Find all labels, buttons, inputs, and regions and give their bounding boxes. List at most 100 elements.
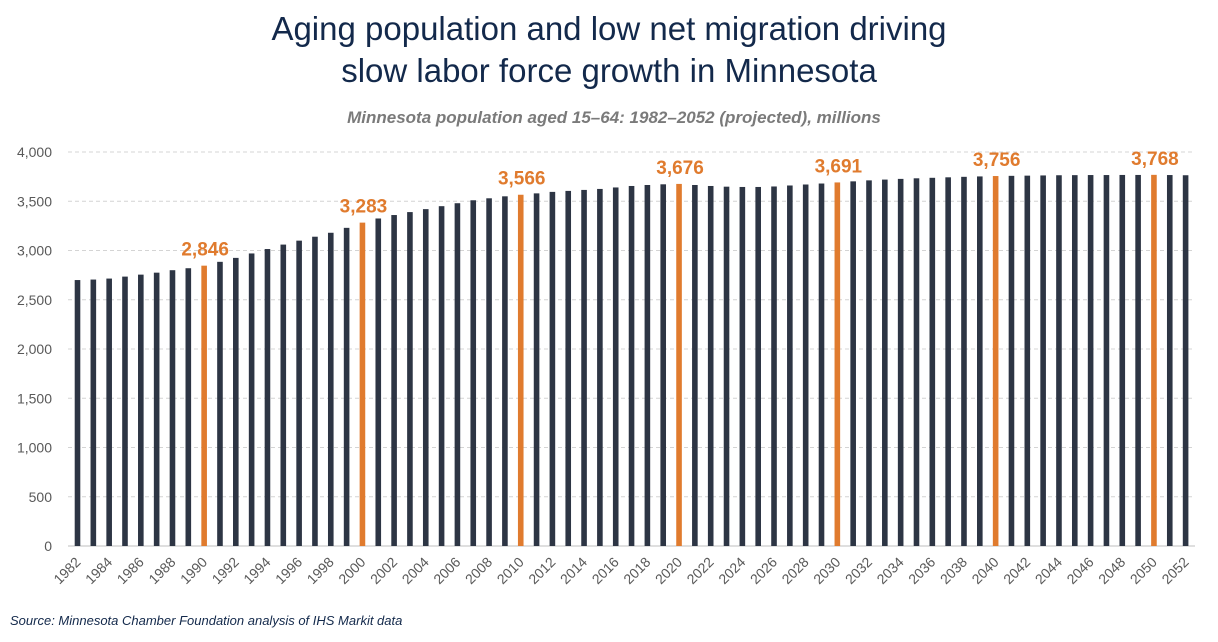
bar-1996 <box>296 240 302 546</box>
data-labels: 2,846 3,283 3,566 3,676 3,691 3,756 3,768 <box>181 149 1178 261</box>
bar-1982 <box>74 280 81 546</box>
bar-highlight-2040 <box>992 176 999 546</box>
y-tick-label: 1,000 <box>17 440 52 456</box>
bar-1999 <box>343 227 350 546</box>
bar-2028 <box>802 184 809 546</box>
bar-1993 <box>248 253 255 546</box>
bar-2025 <box>755 186 761 546</box>
bar-2003 <box>407 212 413 546</box>
data-label-2050: 3,768 <box>1131 149 1179 170</box>
x-tick-label: 1988 <box>145 554 178 587</box>
x-tick-label: 2028 <box>778 554 811 587</box>
bar-2004 <box>422 209 429 546</box>
bar-2019 <box>660 184 667 547</box>
x-tick-label: 2026 <box>747 554 780 587</box>
x-tick-label: 2032 <box>842 554 875 587</box>
bar-2045 <box>1071 175 1078 546</box>
bar-2013 <box>565 190 572 546</box>
bar-2035 <box>913 178 920 546</box>
y-tick-label: 2,500 <box>17 292 52 308</box>
bar-2032 <box>866 180 872 547</box>
source-note: Source: Minnesota Chamber Foundation ana… <box>10 613 403 628</box>
bar-2038 <box>961 176 967 546</box>
bar-1983 <box>90 279 97 546</box>
y-axis: 0 500 1,000 1,500 2,000 2,500 3,000 3,500 4,000 <box>17 144 52 554</box>
bar-2011 <box>533 193 540 546</box>
bar-2007 <box>470 200 477 546</box>
bar-2021 <box>692 184 698 546</box>
bar-2018 <box>644 184 651 546</box>
bar-2022 <box>707 185 714 547</box>
bar-2042 <box>1024 175 1031 546</box>
bar-2009 <box>502 196 508 546</box>
bar-2043 <box>1040 175 1046 546</box>
bar-2006 <box>454 203 461 546</box>
x-tick-label: 2012 <box>525 554 558 587</box>
x-tick-label: 2020 <box>652 554 685 587</box>
bar-2026 <box>771 186 777 546</box>
x-tick-label: 2046 <box>1063 554 1096 587</box>
bar-2052 <box>1182 175 1189 546</box>
bar-series <box>74 174 1189 547</box>
x-tick-label: 2000 <box>335 554 368 587</box>
x-tick-label: 2048 <box>1095 554 1128 587</box>
bar-highlight-2030 <box>834 182 841 546</box>
x-tick-label: 2018 <box>620 554 653 587</box>
bar-1984 <box>106 278 112 546</box>
x-tick-label: 2038 <box>937 554 970 587</box>
x-tick-label: 2034 <box>873 554 906 587</box>
chart-subtitle: Minnesota population aged 15–64: 1982–20… <box>347 108 881 127</box>
x-tick-label: 2016 <box>588 554 621 587</box>
y-tick-label: 4,000 <box>17 144 52 160</box>
data-label-2030: 3,691 <box>815 156 863 177</box>
x-tick-label: 2044 <box>1032 554 1065 587</box>
bar-1991 <box>217 261 223 546</box>
bar-1986 <box>138 274 144 546</box>
chart-title-line-2: slow labor force growth in Minnesota <box>341 52 877 89</box>
data-label-1990: 2,846 <box>181 240 229 261</box>
x-tick-label: 1986 <box>114 554 147 587</box>
bar-2015 <box>597 188 603 546</box>
x-tick-label: 1992 <box>209 554 242 587</box>
x-tick-label: 2030 <box>810 554 843 587</box>
bar-2041 <box>1008 175 1015 546</box>
x-tick-label: 2022 <box>683 554 716 587</box>
bar-2002 <box>391 215 397 547</box>
x-tick-label: 1990 <box>177 554 210 587</box>
x-axis: 1982198419861988199019921994199619982000… <box>50 554 1192 587</box>
bar-1995 <box>280 244 287 546</box>
bar-2008 <box>486 198 492 547</box>
bar-2029 <box>818 183 825 546</box>
x-tick-label: 2008 <box>462 554 495 587</box>
bar-2031 <box>850 181 856 546</box>
x-tick-label: 1998 <box>304 554 337 587</box>
data-label-2010: 3,566 <box>498 169 546 190</box>
x-tick-label: 2024 <box>715 554 748 587</box>
bar-2014 <box>581 189 587 547</box>
bar-2012 <box>549 191 556 546</box>
bar-highlight-2050 <box>1151 174 1157 547</box>
bar-2037 <box>945 177 951 546</box>
x-tick-label: 2010 <box>494 554 527 587</box>
x-tick-label: 2036 <box>905 554 938 587</box>
y-tick-label: 1,500 <box>17 390 52 406</box>
bar-2024 <box>739 186 746 546</box>
bar-2046 <box>1087 175 1094 546</box>
bar-1992 <box>233 257 239 546</box>
bar-2048 <box>1119 174 1126 546</box>
data-label-2000: 3,283 <box>340 197 388 218</box>
bar-2049 <box>1135 174 1141 546</box>
x-tick-label: 2050 <box>1127 554 1160 587</box>
data-label-2020: 3,676 <box>656 158 704 179</box>
x-tick-label: 1994 <box>240 554 273 587</box>
bar-2047 <box>1103 175 1110 546</box>
data-label-2040: 3,756 <box>973 150 1021 171</box>
bar-2033 <box>882 179 888 546</box>
bar-highlight-2000 <box>359 222 366 546</box>
x-tick-label: 2006 <box>430 554 463 587</box>
bar-2051 <box>1166 175 1173 546</box>
x-tick-label: 1984 <box>82 554 115 587</box>
bar-2017 <box>628 185 635 547</box>
bar-2039 <box>977 176 983 547</box>
